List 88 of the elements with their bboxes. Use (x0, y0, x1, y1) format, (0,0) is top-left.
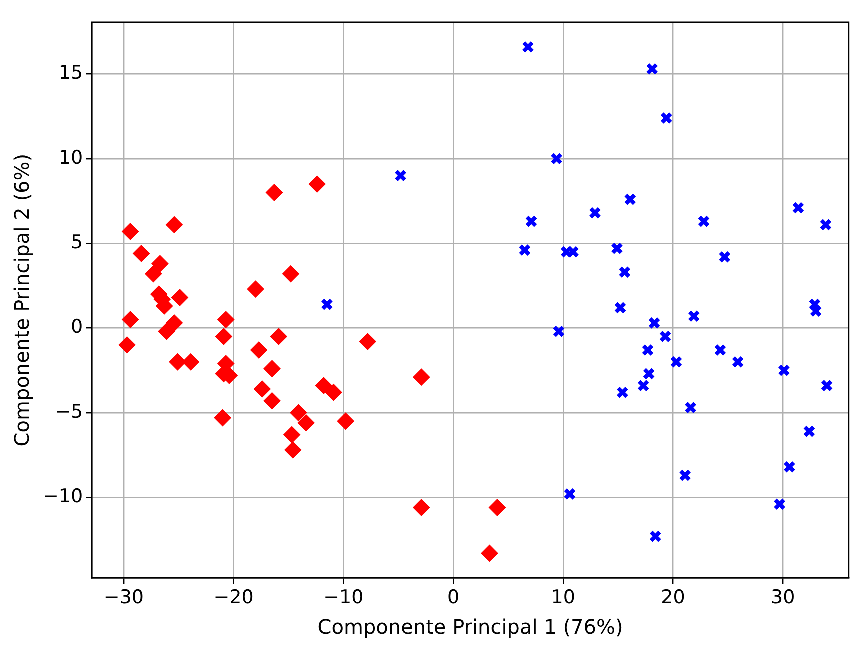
point (642, 344, 654, 356)
x-tick-label: 20 (661, 586, 686, 609)
point (550, 152, 564, 166)
point (171, 289, 188, 306)
point (325, 384, 342, 402)
point (169, 354, 186, 371)
y-tick-label: 15 (58, 62, 84, 84)
point (413, 499, 430, 516)
point (783, 460, 796, 474)
point (118, 336, 136, 354)
point (337, 412, 354, 430)
point (792, 202, 805, 214)
point (522, 40, 534, 54)
point (525, 215, 538, 228)
point (264, 392, 281, 410)
point (152, 255, 169, 272)
x-tick-label: 10 (551, 586, 576, 609)
point (359, 333, 376, 350)
point (732, 356, 744, 368)
x-axis-title: Componente Principal 1 (76%) (318, 615, 624, 640)
y-tick-label: 0 (71, 316, 84, 338)
point (166, 216, 183, 234)
point (564, 488, 576, 500)
point (218, 311, 235, 328)
x-tick-label: −30 (104, 586, 144, 609)
point (413, 368, 430, 386)
point (803, 425, 816, 438)
point (684, 402, 698, 414)
point (282, 266, 300, 283)
point (122, 311, 140, 328)
point (660, 112, 673, 124)
point (618, 266, 632, 279)
point (616, 386, 629, 399)
point (145, 266, 162, 283)
point (610, 242, 624, 255)
point (284, 426, 301, 444)
x-tick-label: 0 (447, 586, 460, 609)
point (254, 380, 271, 398)
x-tick-label: 30 (770, 586, 796, 609)
point (308, 176, 326, 193)
point (646, 62, 659, 76)
point (290, 404, 308, 422)
point (778, 364, 790, 377)
point (215, 328, 232, 346)
point (158, 323, 176, 340)
point (182, 354, 200, 371)
point (670, 356, 683, 368)
point (133, 245, 150, 262)
x-tick-label: −20 (214, 586, 254, 609)
point (588, 206, 602, 220)
point (481, 544, 498, 562)
point (642, 368, 656, 380)
point (270, 328, 288, 346)
point (166, 314, 183, 332)
y-tick-label: 10 (58, 146, 84, 169)
point (266, 184, 283, 202)
y-tick-label: −10 (42, 486, 84, 508)
point (648, 316, 661, 330)
point (698, 215, 710, 228)
x-tick-label: −10 (324, 586, 364, 609)
point (774, 498, 786, 511)
point (488, 499, 506, 516)
point (284, 442, 302, 459)
point (714, 344, 727, 356)
point (659, 330, 672, 343)
point (649, 530, 662, 543)
point (518, 244, 532, 257)
y-tick-label: −5 (55, 400, 84, 423)
point (264, 360, 281, 378)
point (637, 380, 650, 392)
point (624, 193, 637, 206)
point (320, 298, 334, 311)
point (315, 377, 332, 394)
y-tick-label: 5 (71, 232, 84, 254)
point (214, 409, 232, 426)
y-axis-title: Componente Principal 2 (6%) (10, 154, 34, 447)
point (122, 223, 140, 240)
point (552, 325, 566, 338)
point (298, 414, 315, 432)
point (250, 342, 268, 359)
point (247, 280, 264, 298)
point (820, 380, 834, 392)
point (394, 170, 408, 182)
point (614, 302, 627, 314)
point (679, 469, 692, 482)
point (820, 218, 832, 232)
point (688, 310, 700, 323)
point (718, 250, 732, 264)
